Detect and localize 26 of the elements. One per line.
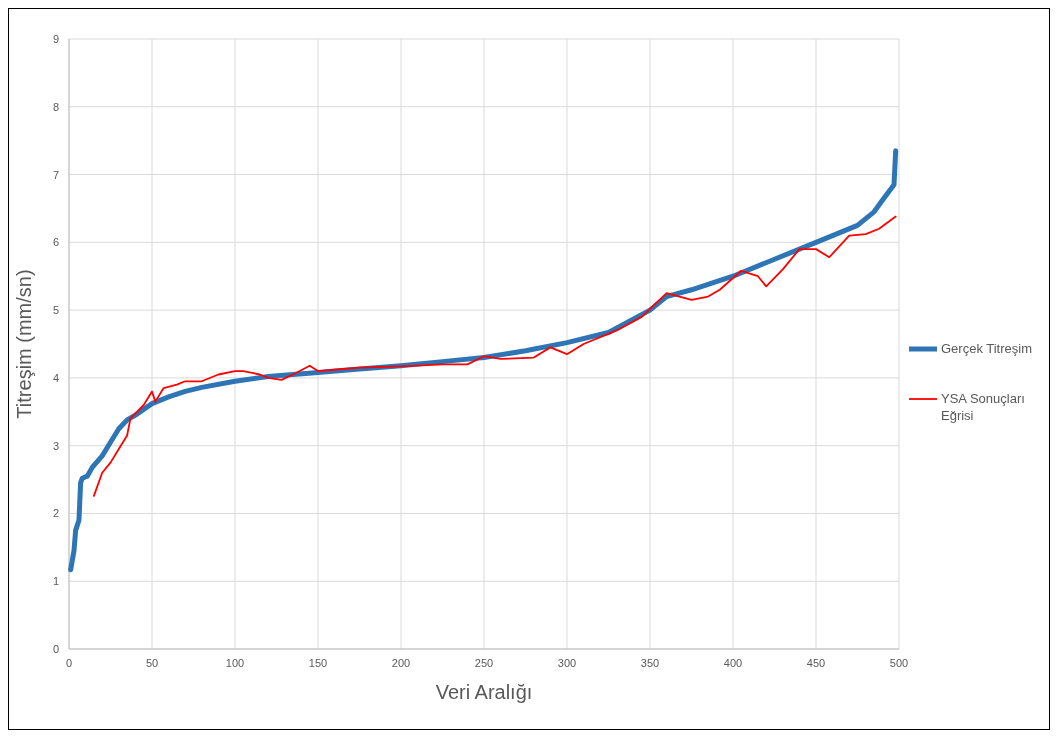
y-tick-label: 7 [52, 168, 59, 181]
y-tick-label: 9 [52, 33, 59, 45]
legend-label: Gerçek Titreşim [941, 341, 1033, 356]
y-tick-label: 8 [52, 100, 59, 113]
x-tick-label: 150 [308, 657, 328, 669]
y-tick-label: 1 [52, 575, 59, 588]
x-tick-label: 450 [806, 657, 826, 669]
y-tick-label: 6 [52, 236, 59, 249]
x-tick-label: 100 [225, 657, 245, 669]
y-tick-label: 3 [52, 439, 59, 452]
x-tick-label: 350 [640, 657, 660, 669]
x-tick-label: 0 [65, 657, 73, 669]
x-tick-label: 300 [557, 657, 577, 669]
y-tick-label: 5 [52, 304, 59, 317]
x-tick-label: 500 [889, 657, 909, 669]
x-tick-label: 200 [391, 657, 411, 669]
line-series [93, 215, 897, 497]
y-tick-label: 2 [52, 507, 59, 520]
y-axis-title: Titreşim (mm/sn) [13, 269, 35, 419]
legend-label: YSA Sonuçları Eğrisi [941, 391, 1025, 423]
x-tick-label: 50 [145, 657, 159, 669]
y-tick-label: 0 [52, 643, 59, 655]
x-tick-label: 250 [474, 657, 494, 669]
x-tick-label: 400 [723, 657, 743, 669]
y-tick-label: 4 [52, 371, 59, 384]
x-axis-title: Veri Aralığı [435, 681, 533, 703]
